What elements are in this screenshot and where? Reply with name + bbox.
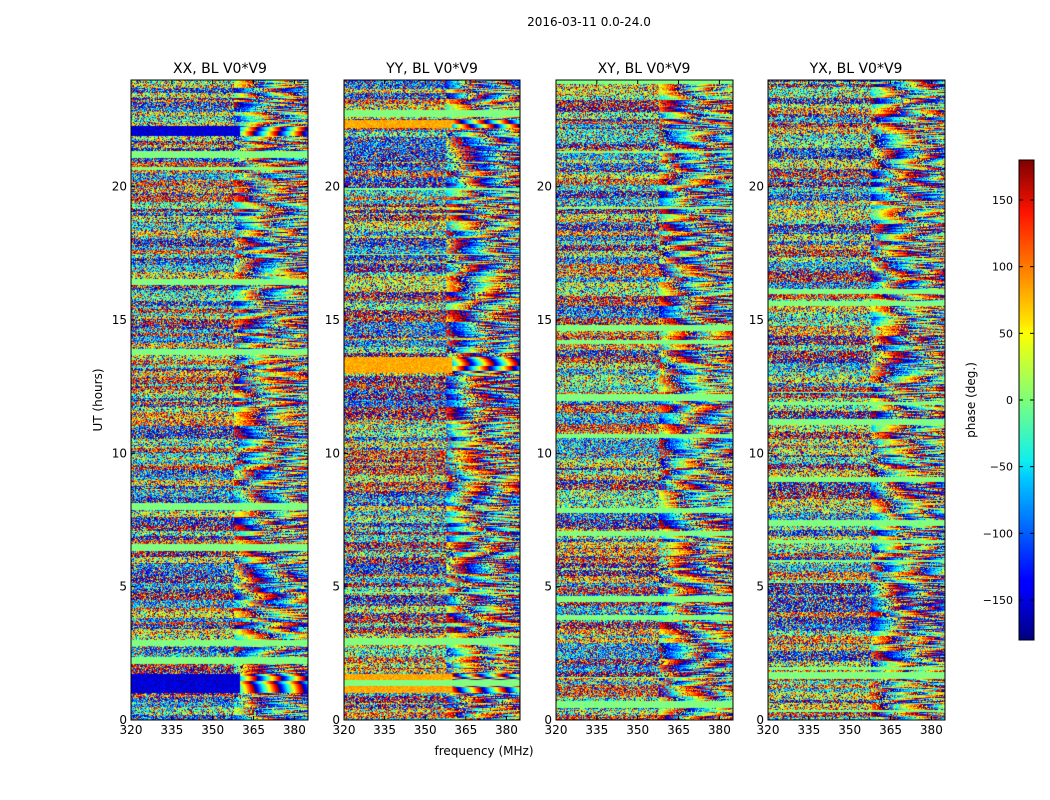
plot-frame-xy <box>555 79 734 721</box>
x-tick-label: 380 <box>708 723 731 737</box>
figure-title: 2016-03-11 0.0-24.0 <box>527 15 651 29</box>
y-tick-label: 0 <box>332 713 340 727</box>
y-tick-label: 20 <box>325 180 340 194</box>
plot-frame-xx <box>130 79 309 721</box>
colorbar-tick-label: 100 <box>992 261 1013 274</box>
x-tick-label: 380 <box>920 723 943 737</box>
y-tick-label: 15 <box>749 313 764 327</box>
colorbar-tick-label: −100 <box>983 527 1013 540</box>
colorbar-tick-label: −150 <box>983 594 1013 607</box>
colorbar-tick-label: 50 <box>999 327 1013 340</box>
panel-title-xx: XX, BL V0*V9 <box>173 61 267 77</box>
x-tick-label: 365 <box>879 723 902 737</box>
x-tick-label: 335 <box>373 723 396 737</box>
x-tick-label: 350 <box>201 723 224 737</box>
y-axis-label: UT (hours) <box>91 368 105 431</box>
panel-xy: XY, BL V0*V9 <box>555 61 734 721</box>
colorbar: 150 100 50 0 −50 −100 −150 phase (deg.) <box>964 159 1035 641</box>
panel-title-yy: YY, BL V0*V9 <box>385 61 478 77</box>
x-tick-label: 350 <box>838 723 861 737</box>
y-tick-label: 20 <box>749 180 764 194</box>
y-tick-label: 10 <box>325 446 340 460</box>
x-tick-label: 335 <box>585 723 608 737</box>
heatmap-image-yx <box>768 80 945 720</box>
panel-xx: XX, BL V0*V9 <box>130 61 309 721</box>
y-tick-label: 10 <box>537 446 552 460</box>
colorbar-ticks: 150 100 50 0 −50 −100 −150 <box>983 194 1034 607</box>
y-tick-label: 10 <box>112 446 127 460</box>
axis-ticks: 320 335 350 365 380 0 5 10 15 20 320 335 350 365 380 0 5… <box>112 80 945 737</box>
y-tick-label: 5 <box>544 580 552 594</box>
y-tick-label: 15 <box>325 313 340 327</box>
y-tick-label: 0 <box>756 713 764 727</box>
panel-title-xy: XY, BL V0*V9 <box>598 61 691 77</box>
y-tick-label: 5 <box>332 580 340 594</box>
heatmap-image-xy <box>556 80 733 720</box>
heatmap-image-xx <box>131 80 308 720</box>
y-tick-label: 10 <box>749 446 764 460</box>
panel-yx: YX, BL V0*V9 <box>767 61 946 721</box>
plot-frame-yy <box>343 79 521 721</box>
x-tick-label: 320 <box>333 723 356 737</box>
colorbar-label: phase (deg.) <box>964 362 978 438</box>
x-tick-label: 350 <box>626 723 649 737</box>
colorbar-tick-label: −50 <box>990 461 1013 474</box>
colorbar-tick-label: 0 <box>1006 394 1013 407</box>
x-tick-label: 320 <box>545 723 568 737</box>
heatmap-image-yy <box>344 80 520 720</box>
y-tick-label: 5 <box>756 580 764 594</box>
panel-yy: YY, BL V0*V9 <box>343 61 521 721</box>
plot-frame-yx <box>767 79 946 721</box>
y-tick-label: 0 <box>544 713 552 727</box>
y-tick-label: 15 <box>112 313 127 327</box>
x-axis-label: frequency (MHz) <box>434 744 533 758</box>
y-tick-label: 5 <box>119 580 127 594</box>
y-tick-label: 20 <box>537 180 552 194</box>
y-tick-label: 20 <box>112 180 127 194</box>
x-tick-label: 335 <box>797 723 820 737</box>
panel-title-yx: YX, BL V0*V9 <box>809 61 903 77</box>
x-tick-label: 335 <box>160 723 183 737</box>
x-tick-label: 365 <box>242 723 265 737</box>
x-tick-label: 320 <box>757 723 780 737</box>
x-tick-label: 380 <box>283 723 306 737</box>
x-tick-label: 365 <box>454 723 477 737</box>
colorbar-tick-label: 150 <box>992 194 1013 207</box>
y-tick-label: 0 <box>119 713 127 727</box>
x-tick-label: 350 <box>414 723 437 737</box>
x-tick-label: 365 <box>667 723 690 737</box>
y-tick-label: 15 <box>537 313 552 327</box>
x-tick-label: 380 <box>495 723 518 737</box>
x-tick-label: 320 <box>120 723 143 737</box>
